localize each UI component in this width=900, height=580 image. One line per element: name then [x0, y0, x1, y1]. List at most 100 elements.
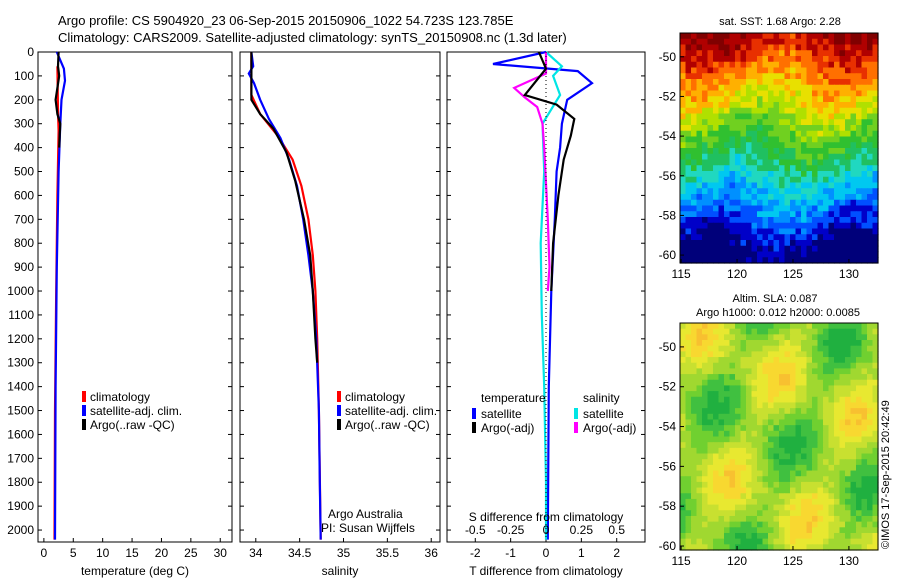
- x-tick-label: 30: [214, 546, 228, 560]
- heatmap-cell: [784, 153, 791, 161]
- heatmap-cell: [828, 402, 835, 409]
- heatmap-cell: [768, 442, 775, 449]
- heatmap-cell: [801, 245, 808, 253]
- heatmap-cell: [839, 521, 846, 528]
- map-y-tick-label: -50: [659, 340, 677, 354]
- heatmap-cell: [834, 476, 841, 483]
- heatmap-cell: [757, 44, 764, 51]
- heatmap-cell: [696, 374, 703, 381]
- heatmap-cell: [713, 125, 720, 132]
- heatmap-cell: [724, 67, 731, 74]
- heatmap-cell: [762, 374, 769, 381]
- heatmap-cell: [718, 532, 725, 540]
- heatmap-cell: [724, 79, 731, 86]
- heatmap-cell: [850, 527, 857, 534]
- heatmap-cell: [768, 171, 775, 178]
- heatmap-cell: [823, 504, 830, 511]
- heatmap-cell: [757, 357, 764, 364]
- heatmap-cell: [812, 521, 819, 528]
- heatmap-cell: [823, 165, 830, 172]
- map-x-tick-label: 120: [727, 267, 747, 281]
- heatmap-cell: [757, 211, 764, 218]
- heatmap-cell: [845, 205, 852, 212]
- heatmap-cell: [839, 79, 846, 86]
- heatmap-cell: [746, 419, 753, 426]
- heatmap-cell: [691, 340, 698, 347]
- heatmap-cell: [751, 459, 758, 466]
- heatmap-cell: [861, 159, 868, 166]
- heatmap-cell: [757, 228, 764, 235]
- heatmap-cell: [713, 171, 720, 178]
- heatmap-cell: [839, 245, 846, 253]
- heatmap-cell: [707, 385, 714, 392]
- heatmap-cell: [685, 125, 692, 132]
- heatmap-cell: [713, 222, 720, 230]
- heatmap-cell: [872, 165, 879, 172]
- heatmap-cell: [834, 379, 841, 387]
- heatmap-cell: [768, 515, 775, 523]
- heatmap-cell: [691, 345, 698, 352]
- heatmap-cell: [828, 493, 835, 500]
- heatmap-cell: [790, 44, 797, 51]
- heatmap-cell: [724, 107, 731, 115]
- heatmap-cell: [746, 464, 753, 472]
- heatmap-cell: [707, 153, 714, 161]
- heatmap-cell: [702, 493, 709, 500]
- heatmap-cell: [828, 453, 835, 460]
- sst-map-panel: sat. SST: 1.68 Argo: 2.28 115 120 125 130-5…: [659, 16, 879, 281]
- heatmap-cell: [685, 222, 692, 230]
- heatmap-cell: [801, 44, 808, 51]
- x-tick-label: 10: [96, 546, 110, 560]
- heatmap-cell: [861, 470, 868, 477]
- heatmap-cell: [735, 130, 742, 138]
- heatmap-cell: [823, 222, 830, 230]
- heatmap-cell: [801, 442, 808, 449]
- heatmap-cell: [751, 176, 758, 184]
- heatmap-cell: [680, 328, 687, 335]
- heatmap-cell: [795, 251, 802, 258]
- heatmap-cell: [729, 245, 736, 253]
- heatmap-cell: [773, 73, 780, 80]
- heatmap-cell: [801, 532, 808, 540]
- heatmap-cell: [685, 368, 692, 375]
- heatmap-cell: [795, 447, 802, 455]
- heatmap-cell: [812, 153, 819, 161]
- heatmap-cell: [691, 90, 698, 97]
- heatmap-cell: [702, 498, 709, 506]
- heatmap-cell: [812, 194, 819, 201]
- heatmap-cell: [812, 102, 819, 109]
- heatmap-cell: [757, 521, 764, 528]
- heatmap-cell: [718, 504, 725, 511]
- heatmap-cell: [735, 419, 742, 426]
- heatmap-cell: [828, 538, 835, 545]
- heatmap-cell: [724, 334, 731, 341]
- heatmap-cell: [729, 368, 736, 375]
- heatmap-cell: [839, 459, 846, 466]
- heatmap-cell: [757, 334, 764, 341]
- heatmap-cell: [823, 96, 830, 103]
- heatmap-cell: [740, 257, 747, 264]
- heatmap-cell: [762, 171, 769, 178]
- heatmap-cell: [762, 459, 769, 466]
- heatmap-cell: [872, 408, 879, 415]
- heatmap-cell: [856, 493, 863, 500]
- heatmap-cell: [746, 171, 753, 178]
- heatmap-cell: [834, 130, 841, 138]
- heatmap-cell: [817, 334, 824, 341]
- heatmap-cell: [795, 217, 802, 224]
- heatmap-cell: [817, 171, 824, 178]
- heatmap-cell: [740, 481, 747, 489]
- heatmap-cell: [812, 544, 819, 551]
- heatmap-cell: [856, 459, 863, 466]
- heatmap-cell: [790, 56, 797, 63]
- heatmap-cell: [713, 61, 720, 69]
- heatmap-cell: [757, 476, 764, 483]
- heatmap-cell: [856, 345, 863, 352]
- heatmap-cell: [784, 459, 791, 466]
- heatmap-cell: [757, 194, 764, 201]
- heatmap-cell: [729, 240, 736, 247]
- heatmap-cell: [801, 385, 808, 392]
- legend-swatch: [574, 408, 578, 419]
- heatmap-cell: [779, 385, 786, 392]
- heatmap-cell: [740, 153, 747, 161]
